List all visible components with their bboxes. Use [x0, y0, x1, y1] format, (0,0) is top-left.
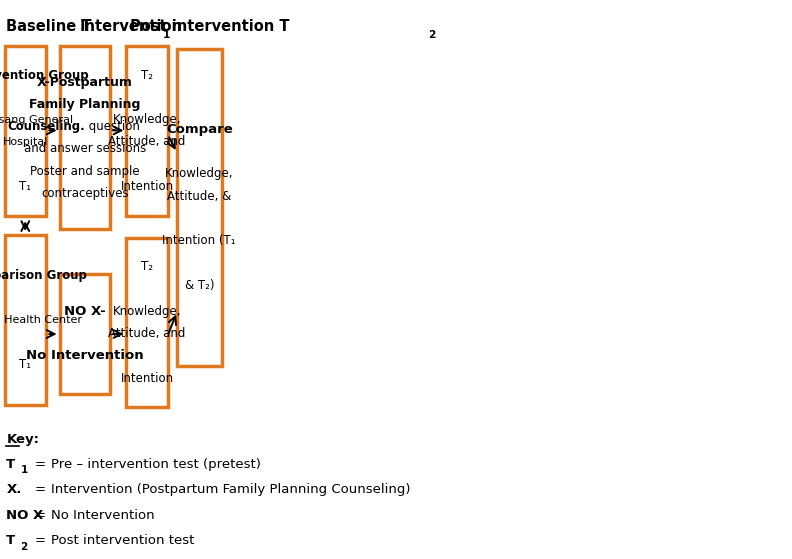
Text: Knowledge,: Knowledge, [165, 167, 234, 181]
FancyBboxPatch shape [59, 46, 110, 229]
Text: =: = [34, 534, 45, 547]
Text: No Intervention: No Intervention [51, 509, 154, 522]
Text: Intention (T₁: Intention (T₁ [162, 234, 236, 247]
Text: T₁: T₁ [19, 180, 32, 193]
Text: Post intervention test: Post intervention test [51, 534, 194, 547]
Text: Knowledge,: Knowledge, [112, 113, 181, 126]
Text: Key:: Key: [6, 433, 40, 446]
Text: Soma Health Center: Soma Health Center [0, 315, 82, 325]
Text: =: = [34, 483, 45, 496]
Text: 2: 2 [428, 30, 435, 40]
Text: X-Postpartum: X-Postpartum [37, 75, 133, 88]
Text: No Intervention: No Intervention [26, 349, 143, 362]
Text: 2: 2 [21, 542, 28, 552]
Text: Intention: Intention [120, 372, 173, 385]
Text: T: T [6, 458, 16, 471]
Text: Attitude, and: Attitude, and [109, 327, 186, 340]
Text: Pre – intervention test (pretest): Pre – intervention test (pretest) [51, 458, 261, 471]
Text: T: T [6, 534, 16, 547]
Text: 1: 1 [21, 465, 28, 475]
Text: T₂: T₂ [141, 69, 153, 82]
Text: Hospital: Hospital [2, 137, 48, 147]
Text: Poster and sample: Poster and sample [30, 164, 139, 178]
Text: NO X-: NO X- [64, 305, 105, 318]
Text: 1: 1 [163, 30, 170, 40]
FancyBboxPatch shape [5, 46, 46, 216]
FancyBboxPatch shape [127, 238, 168, 408]
Text: NO X: NO X [6, 509, 44, 522]
Text: Intervention: Intervention [80, 19, 183, 34]
Text: Attitude, &: Attitude, & [167, 190, 231, 202]
Text: Baseline T: Baseline T [6, 19, 92, 34]
Text: =: = [34, 509, 45, 522]
Text: T₂: T₂ [141, 260, 153, 273]
Text: Intention: Intention [120, 180, 173, 193]
Text: Knowledge,: Knowledge, [112, 305, 181, 318]
Text: Compare: Compare [166, 123, 233, 136]
FancyBboxPatch shape [127, 46, 168, 216]
FancyBboxPatch shape [177, 49, 222, 366]
Text: Counseling.: Counseling. [7, 120, 85, 133]
Text: Comparison Group: Comparison Group [0, 269, 87, 282]
Text: Post intervention T: Post intervention T [130, 19, 290, 34]
Text: & T₂): & T₂) [185, 278, 214, 292]
Text: T₁: T₁ [19, 358, 32, 371]
FancyBboxPatch shape [5, 235, 46, 405]
Text: =: = [34, 458, 45, 471]
Text: Intervention Group: Intervention Group [0, 69, 89, 82]
Text: Attitude, and: Attitude, and [109, 135, 186, 148]
Text: and answer sessions: and answer sessions [24, 143, 146, 155]
FancyBboxPatch shape [59, 274, 110, 394]
Text: Bansang General: Bansang General [0, 115, 74, 125]
Text: X.: X. [6, 483, 21, 496]
Text: Intervention (Postpartum Family Planning Counseling): Intervention (Postpartum Family Planning… [51, 483, 410, 496]
Text: Family Planning: Family Planning [29, 98, 140, 111]
Text: question: question [85, 120, 139, 133]
Text: contraceptives: contraceptives [41, 187, 128, 200]
